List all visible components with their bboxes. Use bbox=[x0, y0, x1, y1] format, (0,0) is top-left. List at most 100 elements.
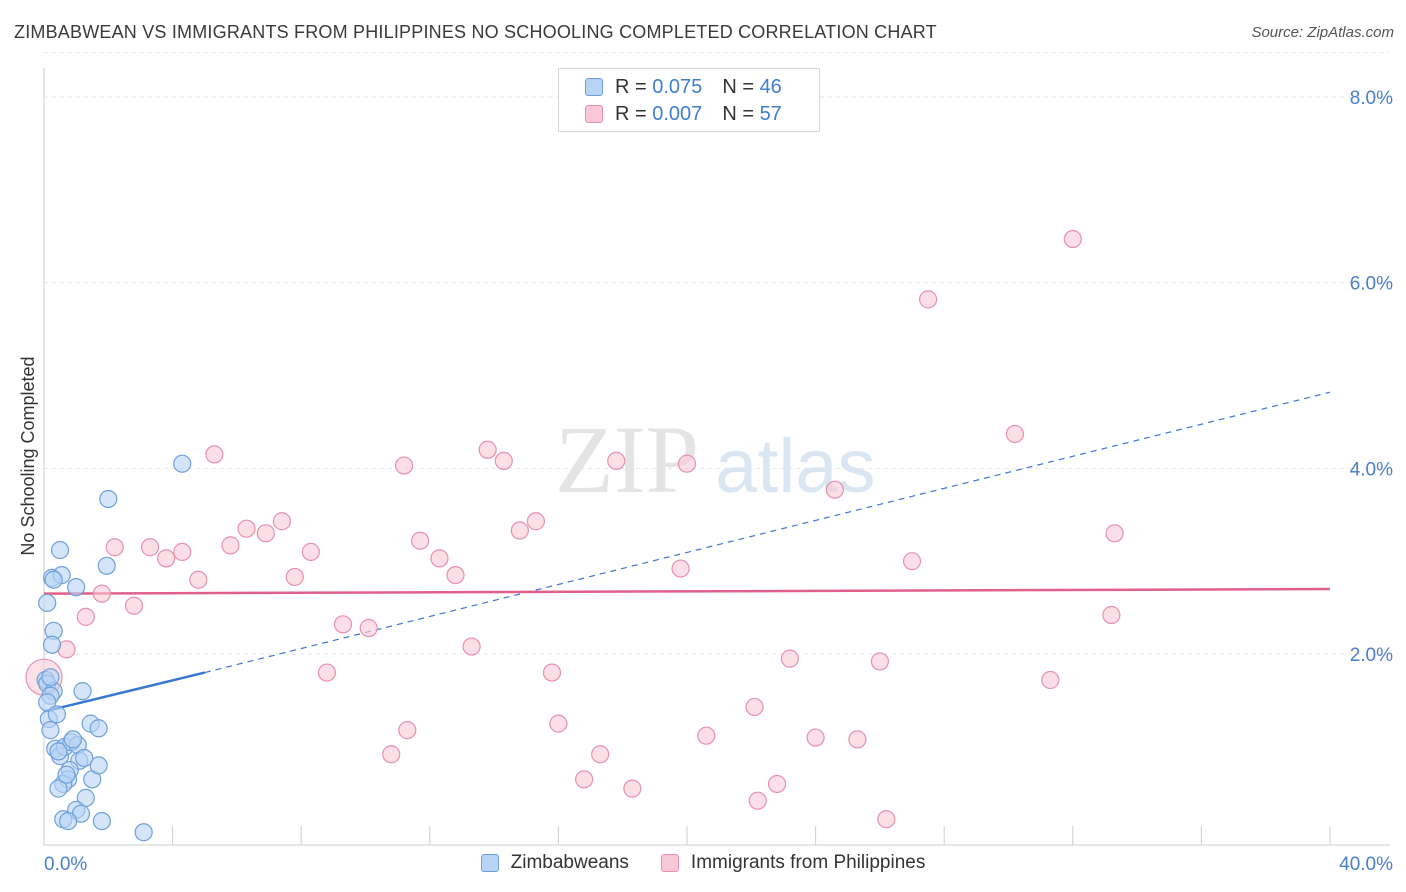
n-value: 46 bbox=[759, 75, 782, 98]
data-points bbox=[25, 89, 1124, 842]
philippines-point-8 bbox=[173, 542, 192, 561]
philippines-point-12 bbox=[237, 519, 256, 538]
philippines-point-31 bbox=[542, 663, 562, 682]
zimbabweans-point-23 bbox=[67, 578, 86, 597]
philippines-point-26 bbox=[462, 637, 481, 656]
watermark: ZIP atlas bbox=[555, 406, 876, 513]
legend-label: Immigrants from Philippines bbox=[690, 852, 926, 873]
philippines-point-22 bbox=[394, 456, 414, 475]
zimbabweans-point-44 bbox=[57, 765, 76, 784]
zimbabweans-point-0 bbox=[38, 593, 57, 613]
philippines-point-40 bbox=[697, 726, 716, 745]
n-label: N = bbox=[722, 102, 754, 125]
philippines-point-33 bbox=[575, 770, 594, 789]
tick-labels: 2.0% 4.0% 6.0% 8.0% 0.0% 40.0% bbox=[44, 88, 1393, 875]
philippines-point-13 bbox=[256, 524, 275, 543]
zimbabweans-point-40 bbox=[47, 705, 66, 724]
r-label: R = bbox=[615, 102, 647, 125]
legend-swatch-philippines bbox=[585, 105, 603, 123]
philippines-point-16 bbox=[301, 542, 320, 561]
philippines-point-39 bbox=[671, 559, 690, 578]
philippines-point-5 bbox=[124, 596, 144, 615]
trend-lines bbox=[43, 391, 1331, 713]
philippines-point-38 bbox=[677, 454, 697, 473]
y-tick-label-2: 6.0% bbox=[1350, 274, 1393, 295]
philippines-point-36 bbox=[607, 451, 626, 471]
philippines-point-45 bbox=[806, 728, 825, 747]
philippines-point-48 bbox=[870, 652, 890, 671]
watermark-zip: ZIP bbox=[555, 406, 699, 513]
zimbabweans-point-42 bbox=[44, 570, 63, 589]
legend-row-zimbabweans: R = 0.075 N = 46 bbox=[585, 75, 782, 99]
watermark-atlas: atlas bbox=[715, 424, 876, 509]
legend-item-philippines: Immigrants from Philippines bbox=[660, 852, 926, 874]
legend-swatch-philippines bbox=[660, 854, 679, 872]
philippines-point-25 bbox=[446, 565, 465, 585]
zimbabweans-point-43 bbox=[49, 742, 68, 761]
r-label: R = bbox=[615, 75, 647, 98]
zimbabweans-point-36 bbox=[134, 823, 153, 842]
zimbabweans-point-26 bbox=[97, 556, 116, 575]
philippines-point-10 bbox=[205, 445, 224, 464]
philippines-point-46 bbox=[825, 480, 844, 499]
legend-row-philippines: R = 0.007 N = 57 bbox=[585, 102, 782, 126]
zimbabweans-point-37 bbox=[173, 454, 192, 473]
correlation-legend: R = 0.075 N = 46 R = 0.007 N = 57 bbox=[558, 68, 820, 132]
philippines-point-2 bbox=[76, 607, 95, 626]
philippines-point-41 bbox=[745, 697, 764, 717]
philippines-point-49 bbox=[877, 810, 896, 829]
source-credit: Source: ZipAtlas.com bbox=[1251, 24, 1394, 41]
philippines-point-6 bbox=[140, 538, 160, 557]
philippines-point-30 bbox=[526, 512, 545, 531]
trend-zimbabweans bbox=[43, 671, 206, 713]
philippines-point-21 bbox=[398, 721, 417, 740]
philippines-point-32 bbox=[549, 714, 568, 733]
zimbabweans-point-22 bbox=[73, 682, 92, 701]
x-tick-label-0: 0.0% bbox=[44, 854, 87, 875]
trend-philippines bbox=[43, 587, 1331, 595]
philippines-point-19 bbox=[359, 618, 378, 638]
philippines-point-44 bbox=[780, 649, 799, 668]
chart-title: ZIMBABWEAN VS IMMIGRANTS FROM PHILIPPINE… bbox=[14, 22, 937, 42]
philippines-point-4 bbox=[105, 538, 124, 557]
philippines-point-7 bbox=[157, 549, 176, 568]
legend-label: Zimbabweans bbox=[510, 852, 629, 873]
legend-swatch-zimbabweans bbox=[480, 854, 499, 872]
philippines-point-9 bbox=[189, 570, 208, 589]
n-label: N = bbox=[722, 75, 754, 98]
philippines-point-29 bbox=[510, 521, 529, 540]
series-legend: Zimbabweans Immigrants from Philippines bbox=[0, 852, 1406, 874]
philippines-point-14 bbox=[272, 512, 292, 531]
zimbabweans-point-11 bbox=[41, 721, 60, 740]
y-axis-label: No Schooling Completed bbox=[18, 356, 38, 555]
philippines-point-56 bbox=[1105, 524, 1124, 543]
philippines-point-27 bbox=[478, 440, 497, 459]
philippines-point-24 bbox=[430, 549, 449, 568]
philippines-point-53 bbox=[1041, 670, 1060, 690]
philippines-point-15 bbox=[285, 567, 304, 587]
zimbabweans-point-34 bbox=[59, 811, 78, 831]
philippines-point-18 bbox=[317, 663, 337, 682]
zimbabweans-point-21 bbox=[49, 779, 68, 798]
n-value: 57 bbox=[759, 102, 782, 125]
x-tick-label-1: 40.0% bbox=[1339, 854, 1393, 875]
philippines-point-3 bbox=[92, 584, 111, 603]
philippines-point-42 bbox=[748, 791, 767, 810]
y-tick-label-3: 8.0% bbox=[1350, 88, 1393, 109]
philippines-point-54 bbox=[1063, 229, 1082, 249]
philippines-point-43 bbox=[767, 774, 787, 794]
philippines-point-55 bbox=[1102, 605, 1121, 625]
philippines-point-17 bbox=[333, 615, 353, 634]
r-value: 0.075 bbox=[652, 75, 703, 98]
philippines-point-51 bbox=[919, 290, 938, 309]
zimbabweans-point-45 bbox=[75, 748, 94, 768]
zimbabweans-point-35 bbox=[92, 811, 111, 831]
philippines-point-35 bbox=[623, 779, 642, 798]
philippines-point-47 bbox=[848, 730, 867, 749]
philippines-point-52 bbox=[1005, 424, 1025, 444]
philippines-point-11 bbox=[221, 536, 240, 555]
philippines-point-23 bbox=[411, 531, 430, 550]
zimbabweans-point-39 bbox=[38, 693, 57, 712]
legend-swatch-zimbabweans bbox=[585, 78, 603, 96]
